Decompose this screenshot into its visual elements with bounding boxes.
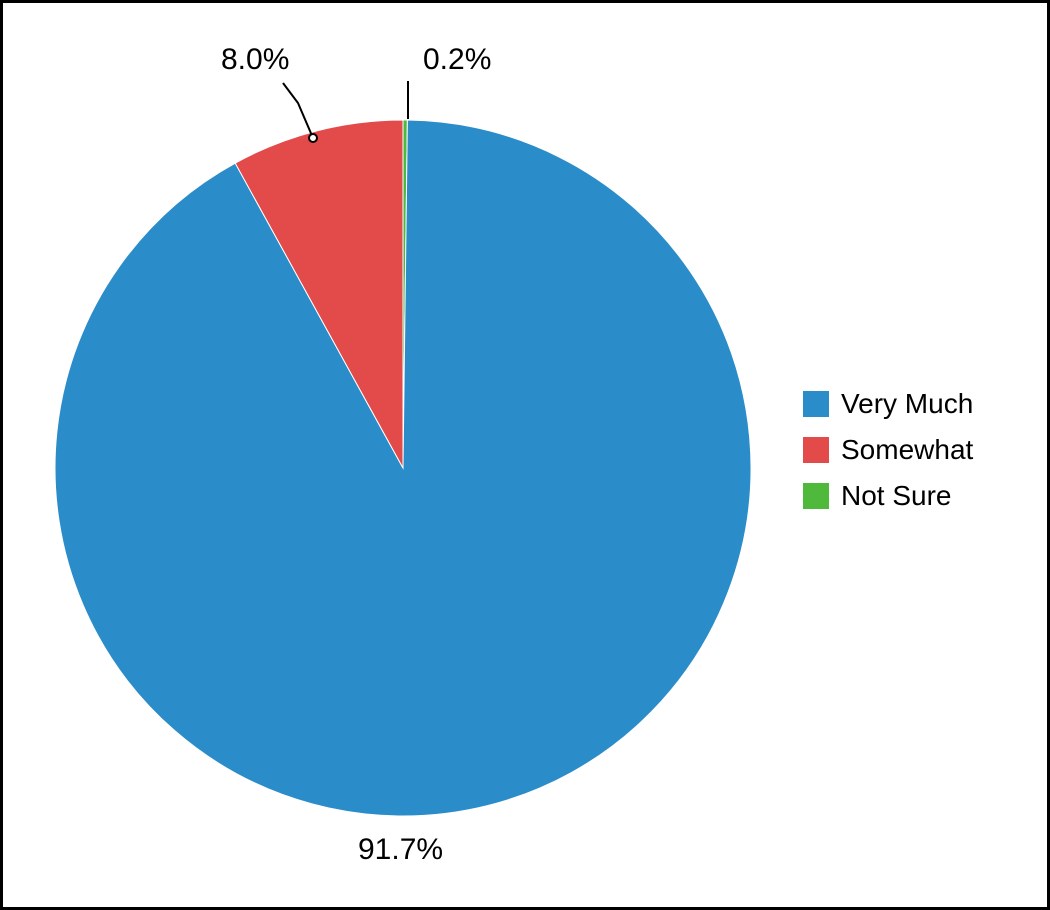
pie-value-label: 0.2% bbox=[423, 43, 491, 77]
leader-end-marker bbox=[309, 134, 317, 142]
chart-frame: Very Much Somewhat Not Sure 8.0% 0.2% 91.7% bbox=[0, 0, 1050, 910]
pie-value-label: 8.0% bbox=[221, 43, 289, 77]
legend-item: Not Sure bbox=[803, 480, 973, 512]
legend-swatch bbox=[803, 437, 829, 463]
legend-label: Not Sure bbox=[841, 480, 952, 512]
legend: Very Much Somewhat Not Sure bbox=[803, 388, 973, 512]
legend-label: Somewhat bbox=[841, 434, 973, 466]
legend-label: Very Much bbox=[841, 388, 973, 420]
legend-swatch bbox=[803, 391, 829, 417]
legend-swatch bbox=[803, 483, 829, 509]
leader-line bbox=[283, 83, 313, 138]
pie-value-label: 91.7% bbox=[358, 833, 443, 867]
legend-item: Very Much bbox=[803, 388, 973, 420]
legend-item: Somewhat bbox=[803, 434, 973, 466]
